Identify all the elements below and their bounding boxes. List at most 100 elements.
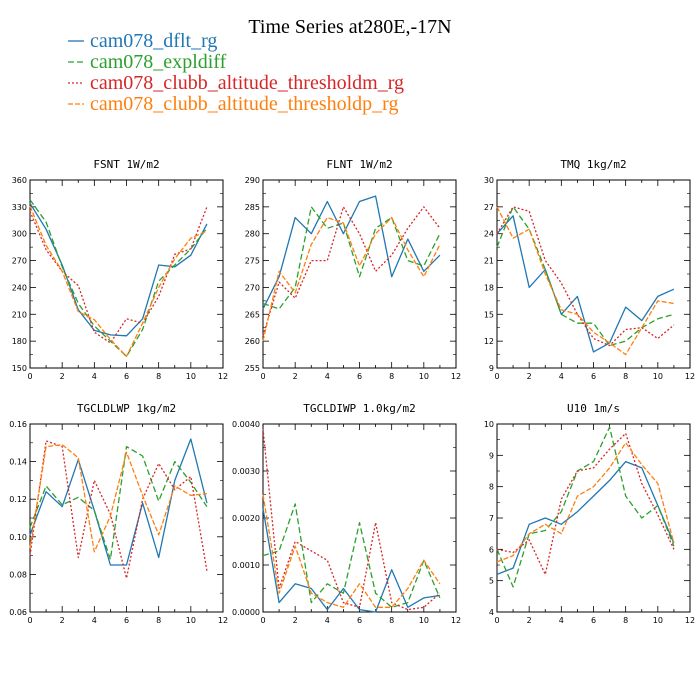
legend-entry: cam078_clubb_altitude_thresholdp_rg [90,93,398,115]
x-tick-label: 8 [389,616,394,625]
x-tick-label: 10 [186,616,196,625]
y-tick-label: 280 [245,230,260,239]
series-line [496,442,675,563]
y-tick-label: 5 [489,577,494,586]
x-tick-label: 0 [494,616,499,625]
legend-entry: cam078_expldiff [90,51,227,73]
x-tick-label: 0 [494,372,499,381]
y-tick-label: 7 [489,514,494,523]
x-tick-label: 0 [260,616,265,625]
x-tick-label: 8 [156,372,161,381]
y-tick-label: 10 [484,420,494,429]
y-tick-label: 290 [245,176,260,185]
y-tick-label: 270 [12,257,27,266]
figure-title: Time Series at280E,-17N [248,16,451,38]
plot-frame [29,179,224,369]
x-tick-label: 6 [124,372,129,381]
panel: TGCLDLWP 1kg/m2 0 2 4 6 8 10 12 0.06 0.08 0.10 0.12… [9,402,228,625]
series-line [496,206,675,356]
x-tick-label: 10 [653,616,663,625]
series-line [262,503,441,608]
x-tick-label: 6 [591,372,596,381]
y-tick-label: 180 [12,337,27,346]
y-tick-label: 0.08 [9,570,27,579]
series-line [262,216,441,342]
y-tick-label: 18 [484,283,494,292]
series-line [496,206,675,347]
y-tick-label: 0.16 [9,420,27,429]
x-tick-label: 0 [27,372,32,381]
y-tick-label: 360 [12,176,27,185]
x-tick-label: 10 [653,372,663,381]
x-tick-label: 8 [389,372,394,381]
series-line [496,206,675,347]
series-line [29,206,208,344]
x-tick-label: 6 [124,616,129,625]
y-tick-label: 0.12 [9,495,27,504]
x-tick-label: 4 [559,616,564,625]
y-tick-label: 30 [484,176,494,185]
y-tick-label: 0.0040 [232,420,260,429]
panel-title: FSNT 1W/m2 [93,158,159,171]
y-tick-label: 275 [245,257,260,266]
x-tick-label: 0 [27,616,32,625]
y-tick-label: 285 [245,203,260,212]
y-tick-label: 9 [489,364,494,373]
panel-title: TMQ 1kg/m2 [560,158,626,171]
panel-title: FLNT 1W/m2 [326,158,392,171]
y-tick-label: 8 [489,483,494,492]
x-tick-label: 12 [451,372,461,381]
series-line [496,432,675,576]
x-tick-label: 12 [685,372,695,381]
series-line [262,508,440,613]
y-tick-label: 0.0020 [232,514,260,523]
series-line [29,438,208,566]
series-line [262,494,441,608]
x-tick-label: 12 [685,616,695,625]
y-tick-label: 27 [484,203,494,212]
series-line [29,440,208,579]
x-tick-label: 2 [60,616,65,625]
panel: TGCLDIWP 1.0kg/m2 0 2 4 6 8 10 12 0.0000 0.0010 0.… [232,402,461,625]
series-line [496,215,675,353]
y-tick-label: 260 [245,337,260,346]
y-tick-label: 0.0010 [232,561,260,570]
x-tick-label: 2 [527,372,532,381]
y-tick-label: 6 [489,545,494,554]
x-tick-label: 10 [186,372,196,381]
series-line [29,205,208,358]
x-tick-label: 6 [591,616,596,625]
series-line [496,460,675,576]
x-tick-label: 0 [260,372,265,381]
x-tick-label: 4 [92,616,97,625]
x-tick-label: 8 [623,372,628,381]
x-tick-label: 10 [419,372,429,381]
y-tick-label: 0.14 [9,458,27,467]
x-tick-label: 12 [218,372,228,381]
y-tick-label: 9 [489,451,494,460]
panel: FLNT 1W/m2 0 2 4 6 8 10 12 255 260 265 270 275 280 285… [245,158,461,381]
legend: cam078_dflt_rgcam078_expldiffcam078_club… [68,30,404,115]
legend-entry: cam078_clubb_altitude_thresholdm_rg [90,72,404,94]
y-tick-label: 24 [484,230,494,239]
legend-entry: cam078_dflt_rg [90,30,217,52]
x-tick-label: 4 [325,616,330,625]
panel-title: U10 1m/s [567,402,620,415]
y-tick-label: 150 [12,364,27,373]
panels: FSNT 1W/m20 2 4 6 8 10 12150180210240270300330… [9,158,695,625]
y-tick-label: 0.06 [9,608,27,617]
panel-title: TGCLDLWP 1kg/m2 [77,402,176,415]
x-tick-label: 2 [293,372,298,381]
y-tick-label: 270 [245,283,260,292]
series-line [262,206,441,310]
y-tick-label: 0.0030 [232,467,260,476]
y-tick-label: 4 [489,608,494,617]
y-tick-label: 330 [12,203,27,212]
x-tick-label: 12 [218,616,228,625]
y-tick-label: 0.0000 [232,608,260,617]
x-tick-label: 6 [357,616,362,625]
y-tick-label: 21 [484,257,494,266]
y-tick-label: 240 [12,283,27,292]
series-line [262,195,441,310]
